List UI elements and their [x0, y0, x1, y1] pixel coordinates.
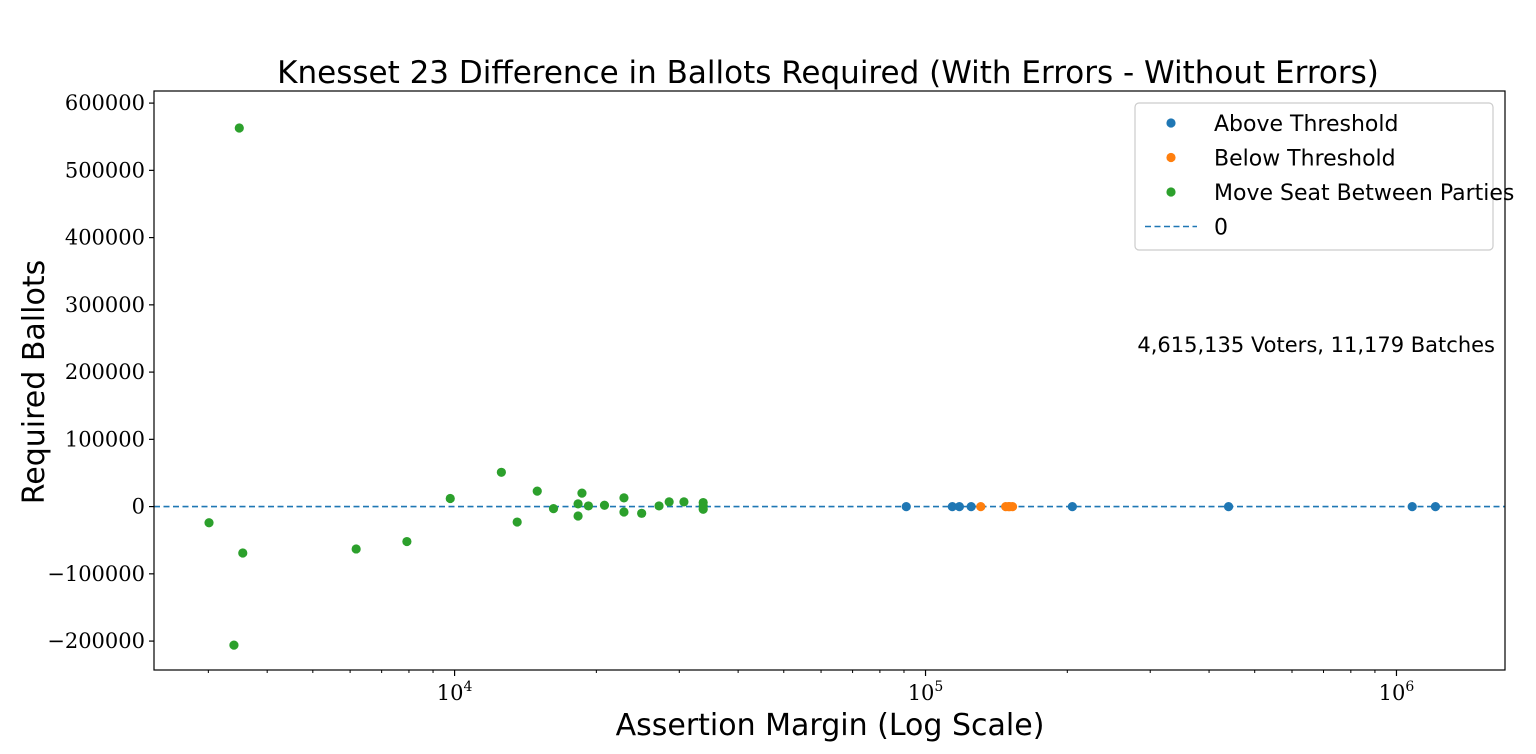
data-point	[573, 511, 583, 521]
data-point	[496, 467, 506, 477]
legend-marker	[1166, 118, 1176, 128]
legend-marker	[1166, 152, 1176, 163]
data-point	[1430, 501, 1441, 512]
data-point	[698, 504, 708, 514]
data-point	[1407, 501, 1417, 512]
x-tick-label: 105	[908, 679, 944, 705]
data-point	[637, 508, 647, 518]
plot-frame	[153, 90, 1506, 671]
legend: Above Threshold Below Threshold Move Seat …	[1134, 102, 1514, 251]
y-tick-label: 200000	[65, 360, 145, 384]
plot-area	[154, 123, 1505, 650]
x-axis-label: Assertion Margin (Log Scale)	[616, 708, 1045, 743]
series-2	[204, 123, 708, 650]
data-point	[654, 501, 664, 511]
data-point	[573, 499, 583, 509]
series-1	[976, 501, 1018, 512]
voters-batches-annotation: 4,615,135 Voters, 11,179 Batches	[1137, 333, 1495, 357]
y-tick-label: −100000	[47, 562, 145, 586]
y-tick-label: 500000	[65, 158, 145, 182]
data-point	[238, 548, 248, 558]
data-point	[234, 123, 244, 133]
data-point	[976, 501, 986, 512]
data-point	[351, 544, 361, 554]
data-point	[901, 501, 911, 512]
y-tick-label: 300000	[65, 293, 145, 317]
y-tick-label: 600000	[65, 91, 145, 115]
data-point	[402, 536, 412, 547]
data-point	[679, 497, 689, 507]
y-tick-label: 100000	[65, 427, 145, 451]
data-point	[532, 486, 542, 496]
y-axis: 600000 500000 400000 300000 200000 100000 0 −10…	[47, 91, 154, 653]
data-point	[966, 501, 976, 512]
data-point	[1067, 501, 1077, 512]
data-point	[619, 507, 629, 517]
legend-label: Move Seat Between Parties	[1214, 181, 1514, 206]
x-tick-label: 106	[1379, 679, 1415, 705]
data-point	[229, 640, 239, 650]
data-point	[445, 493, 455, 504]
data-point	[599, 500, 610, 510]
data-point	[583, 501, 594, 511]
y-tick-label: −200000	[47, 629, 145, 653]
legend-label: Above Threshold	[1214, 112, 1398, 137]
y-tick-label: 400000	[65, 226, 145, 250]
data-point	[947, 501, 957, 512]
x-tick-label: 104	[437, 679, 473, 705]
data-point	[954, 501, 964, 512]
chart-title: Knesset 23 Difference in Ballots Require…	[277, 55, 1379, 91]
data-point	[577, 488, 587, 498]
data-point	[512, 517, 522, 527]
data-point	[619, 493, 629, 503]
legend-marker	[1166, 187, 1176, 197]
data-point	[548, 504, 559, 514]
data-point	[1223, 501, 1234, 512]
legend-label: 0	[1214, 216, 1228, 241]
data-point	[664, 497, 674, 507]
y-tick-label: 0	[132, 495, 145, 519]
data-point	[204, 518, 214, 528]
legend-box	[1134, 102, 1494, 251]
x-axis: 104 105 106	[207, 670, 1415, 705]
series-0	[901, 501, 1441, 512]
y-axis-label: Required Ballots	[17, 260, 52, 504]
data-point	[1007, 501, 1018, 512]
legend-label: Below Threshold	[1214, 147, 1396, 172]
